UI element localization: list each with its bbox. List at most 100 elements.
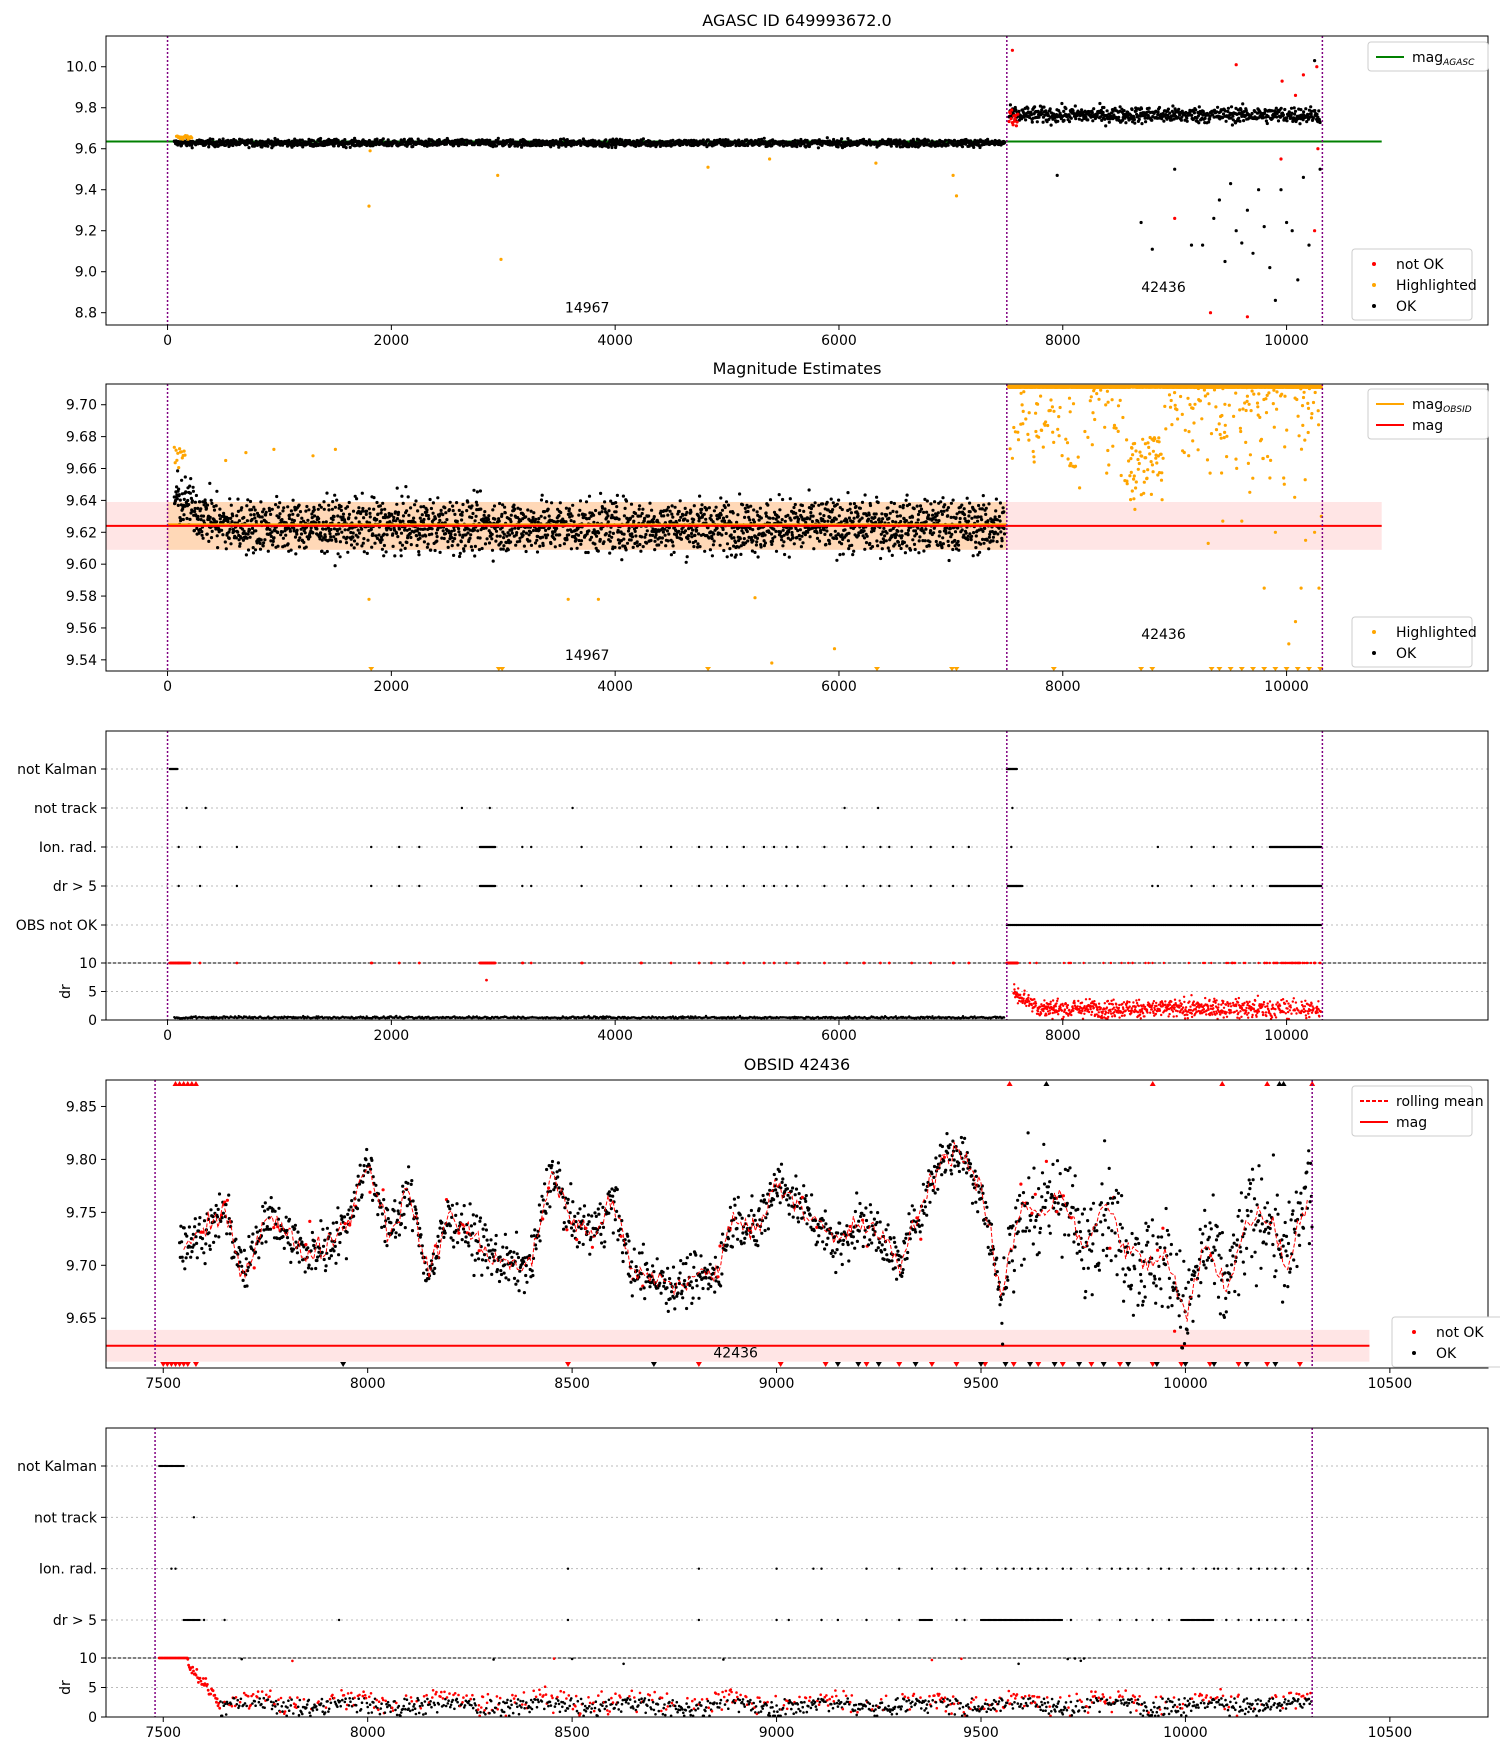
data-point-ok (1049, 123, 1053, 127)
data-point-ok (187, 503, 191, 507)
data-point-ok (648, 501, 652, 505)
data-point-ok (946, 506, 951, 510)
data-point-ok (401, 514, 406, 518)
data-point-ok (633, 511, 638, 516)
data-point-ok (189, 477, 193, 481)
data-point-ok (509, 540, 513, 544)
data-point-ok (926, 139, 931, 143)
data-point-ok (1156, 110, 1160, 114)
data-point-ok (435, 535, 439, 539)
data-point-ok (1293, 112, 1297, 116)
data-point-ok (468, 536, 472, 540)
data-point-ok (347, 512, 352, 517)
data-point-ok (793, 502, 797, 507)
data-point-ok (405, 540, 409, 545)
data-point-ok (604, 138, 608, 142)
data-point-ok (486, 518, 491, 522)
data-point-ok (332, 527, 336, 531)
data-point-ok (567, 507, 572, 511)
data-point-ok (791, 536, 795, 540)
data-point-ok (544, 536, 548, 540)
data-point-ok (444, 511, 448, 515)
data-point-ok (451, 539, 455, 543)
data-point-ok (268, 509, 272, 513)
data-point-ok (683, 506, 687, 510)
data-point-ok (262, 507, 266, 511)
data-point-ok (606, 520, 610, 524)
data-point-ok (449, 532, 453, 537)
data-point-ok (698, 494, 702, 498)
data-point-ok (731, 511, 735, 515)
data-point-ok (862, 529, 866, 533)
data-point-ok (808, 517, 812, 521)
data-point-ok (809, 510, 813, 515)
data-point-ok (544, 528, 548, 533)
data-point-ok (802, 509, 806, 513)
data-point-ok (405, 509, 409, 513)
data-point-ok (343, 138, 347, 142)
data-point-ok (426, 514, 430, 518)
data-point-ok (266, 144, 270, 148)
data-point-ok (312, 508, 316, 512)
data-point-ok (572, 520, 576, 524)
data-point-ok (630, 532, 634, 536)
data-point-ok (555, 526, 559, 531)
data-point-ok (196, 506, 200, 510)
data-point-ok (734, 553, 738, 557)
data-point-ok (476, 529, 480, 533)
data-point-ok (245, 519, 249, 523)
data-point-ok (927, 513, 931, 517)
data-point-ok (420, 513, 424, 517)
data-point-ok (469, 545, 473, 549)
data-point-ok (546, 533, 550, 537)
data-point-ok (1104, 124, 1108, 128)
data-point-ok (351, 535, 355, 539)
data-point-ok (305, 504, 309, 509)
data-point-ok (521, 513, 526, 517)
data-point-ok (427, 517, 431, 521)
data-point-ok (624, 548, 628, 552)
data-point-ok (539, 498, 544, 502)
data-point-ok (639, 549, 643, 553)
data-point-ok (1102, 105, 1106, 110)
data-point-ok (881, 530, 885, 534)
data-point-ok (269, 512, 273, 517)
data-point-ok (899, 519, 903, 524)
data-point-ok (327, 503, 331, 507)
data-point-ok (436, 496, 440, 500)
y-tick-label: 9.8 (75, 101, 97, 117)
data-point-ok (429, 506, 433, 511)
data-point-ok (540, 535, 545, 539)
data-point-ok (430, 532, 434, 536)
data-point-ok (329, 527, 333, 532)
data-point-ok (425, 508, 429, 512)
data-point-ok (197, 531, 201, 535)
data-point-ok (412, 516, 416, 520)
data-point-ok (315, 527, 319, 531)
data-point-not-ok (1011, 123, 1015, 127)
data-point-ok (393, 554, 397, 558)
data-point-ok (1101, 110, 1105, 115)
data-point-ok (558, 533, 562, 537)
data-point-ok (414, 499, 418, 503)
data-point-ok (230, 520, 234, 524)
data-point-ok (380, 538, 384, 542)
data-point-ok (649, 538, 653, 543)
data-point-ok (972, 145, 976, 149)
data-point-ok (358, 531, 362, 535)
data-point-ok (288, 513, 292, 517)
data-point-ok (909, 520, 914, 524)
data-point-ok (641, 137, 646, 141)
data-point-ok (324, 520, 328, 524)
data-point-ok (384, 550, 388, 554)
y-tick-label: 9.4 (75, 183, 97, 199)
data-point-outlier (1280, 79, 1284, 83)
data-point-ok (359, 143, 363, 147)
data-point-ok (622, 514, 627, 518)
data-point-ok (302, 540, 306, 545)
data-point-ok (589, 535, 594, 539)
data-point-ok (319, 531, 323, 535)
data-point-ok (939, 500, 943, 504)
data-point-ok (176, 503, 180, 507)
